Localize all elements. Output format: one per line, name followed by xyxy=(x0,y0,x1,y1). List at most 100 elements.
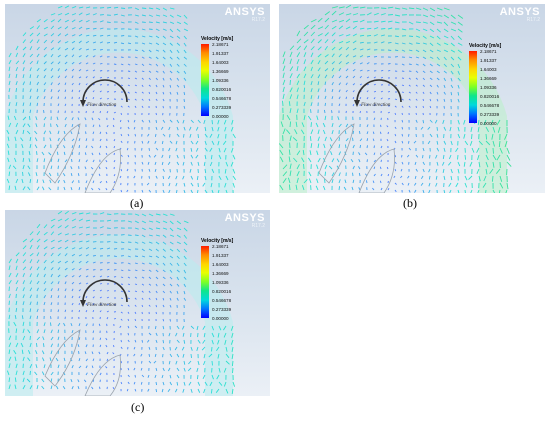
velocity-vector xyxy=(36,95,39,100)
velocity-vector xyxy=(464,189,466,193)
velocity-vector xyxy=(91,152,94,156)
velocity-vector xyxy=(78,233,83,236)
velocity-vector xyxy=(22,238,28,243)
velocity-vector xyxy=(485,140,491,146)
velocity-vector xyxy=(43,26,49,30)
velocity-vector xyxy=(295,121,298,128)
velocity-vector xyxy=(478,175,481,182)
velocity-vector xyxy=(92,62,96,65)
velocity-vector xyxy=(29,179,32,184)
velocity-vector xyxy=(506,147,510,154)
velocity-vector xyxy=(50,33,55,37)
velocity-vector xyxy=(83,379,87,383)
brand-name: ANSYS xyxy=(499,6,540,18)
velocity-vector xyxy=(225,346,228,352)
velocity-vector xyxy=(457,21,463,26)
velocity-vector xyxy=(310,59,314,65)
velocity-vector xyxy=(366,27,372,30)
velocity-vector xyxy=(15,286,18,292)
velocity-vector xyxy=(203,161,206,167)
velocity-vector xyxy=(169,14,174,18)
legend-tick: 1.36669 xyxy=(480,76,497,81)
velocity-vector xyxy=(112,386,115,390)
velocity-vector xyxy=(57,246,62,250)
velocity-vector xyxy=(85,233,90,236)
velocity-vector xyxy=(415,35,421,38)
velocity-vector xyxy=(134,56,138,59)
velocity-vector xyxy=(112,344,115,348)
velocity-vector xyxy=(15,67,19,72)
velocity-vector xyxy=(499,175,503,182)
velocity-vector xyxy=(141,119,144,123)
velocity-vector xyxy=(99,110,102,114)
velocity-vector xyxy=(85,13,90,16)
velocity-vector xyxy=(181,346,185,351)
velocity-vector xyxy=(301,157,305,163)
velocity-vector xyxy=(64,26,69,30)
velocity-vector xyxy=(85,309,88,313)
velocity-vector xyxy=(373,173,376,177)
velocity-vector xyxy=(380,41,385,44)
velocity-vector xyxy=(457,126,460,132)
velocity-vector xyxy=(92,275,96,278)
color-bar xyxy=(201,246,209,318)
velocity-vector xyxy=(183,14,188,19)
velocity-vector xyxy=(126,388,129,392)
velocity-vector xyxy=(78,62,82,65)
velocity-vector xyxy=(183,154,185,159)
velocity-vector xyxy=(64,295,66,299)
velocity-vector xyxy=(183,227,188,232)
velocity-vector xyxy=(22,53,26,58)
velocity-vector xyxy=(106,21,111,24)
velocity-vector xyxy=(127,70,131,72)
velocity-vector xyxy=(387,41,392,44)
velocity-vector xyxy=(338,40,344,44)
velocity-vector xyxy=(301,122,305,128)
velocity-vector xyxy=(78,212,84,215)
velocity-vector xyxy=(91,365,94,369)
velocity-vector xyxy=(13,115,17,121)
velocity-vector xyxy=(134,304,137,307)
legend-tick: 1.64003 xyxy=(480,67,497,72)
velocity-vector xyxy=(428,189,431,193)
velocity-vector xyxy=(133,126,136,130)
velocity-vector xyxy=(232,381,236,387)
velocity-vector xyxy=(85,344,88,348)
velocity-vector xyxy=(407,182,410,186)
velocity-vector xyxy=(169,381,172,386)
velocity-vector xyxy=(133,119,136,123)
velocity-vector xyxy=(85,83,88,86)
velocity-vector xyxy=(120,311,123,314)
velocity-vector xyxy=(71,75,74,79)
velocity-vector xyxy=(141,241,146,244)
velocity-vector xyxy=(331,61,336,65)
velocity-vector xyxy=(63,357,66,362)
velocity-vector xyxy=(317,143,320,149)
velocity-vector xyxy=(141,297,144,300)
velocity-vector xyxy=(71,19,76,23)
velocity-vector xyxy=(78,365,82,369)
velocity-vector xyxy=(148,84,151,87)
velocity-vector xyxy=(155,276,159,280)
velocity-vector xyxy=(92,358,95,362)
velocity-vector xyxy=(14,157,17,163)
velocity-vector xyxy=(386,125,389,128)
velocity-vector xyxy=(120,112,123,116)
velocity-vector xyxy=(182,175,185,180)
velocity-vector xyxy=(492,126,496,133)
velocity-vector xyxy=(282,171,288,177)
velocity-vector xyxy=(338,82,341,86)
velocity-vector xyxy=(443,140,447,145)
velocity-vector xyxy=(373,27,379,30)
velocity-vector xyxy=(504,133,508,140)
velocity-vector xyxy=(162,49,166,53)
velocity-vector xyxy=(134,213,140,216)
velocity-vector xyxy=(120,140,123,144)
velocity-vector xyxy=(303,24,309,30)
velocity-vector xyxy=(359,144,362,149)
velocity-vector xyxy=(155,126,158,130)
velocity-vector xyxy=(401,126,404,130)
vector-field-b: Flow direction xyxy=(279,4,512,193)
velocity-vector xyxy=(8,66,11,72)
velocity-vector xyxy=(92,90,95,93)
